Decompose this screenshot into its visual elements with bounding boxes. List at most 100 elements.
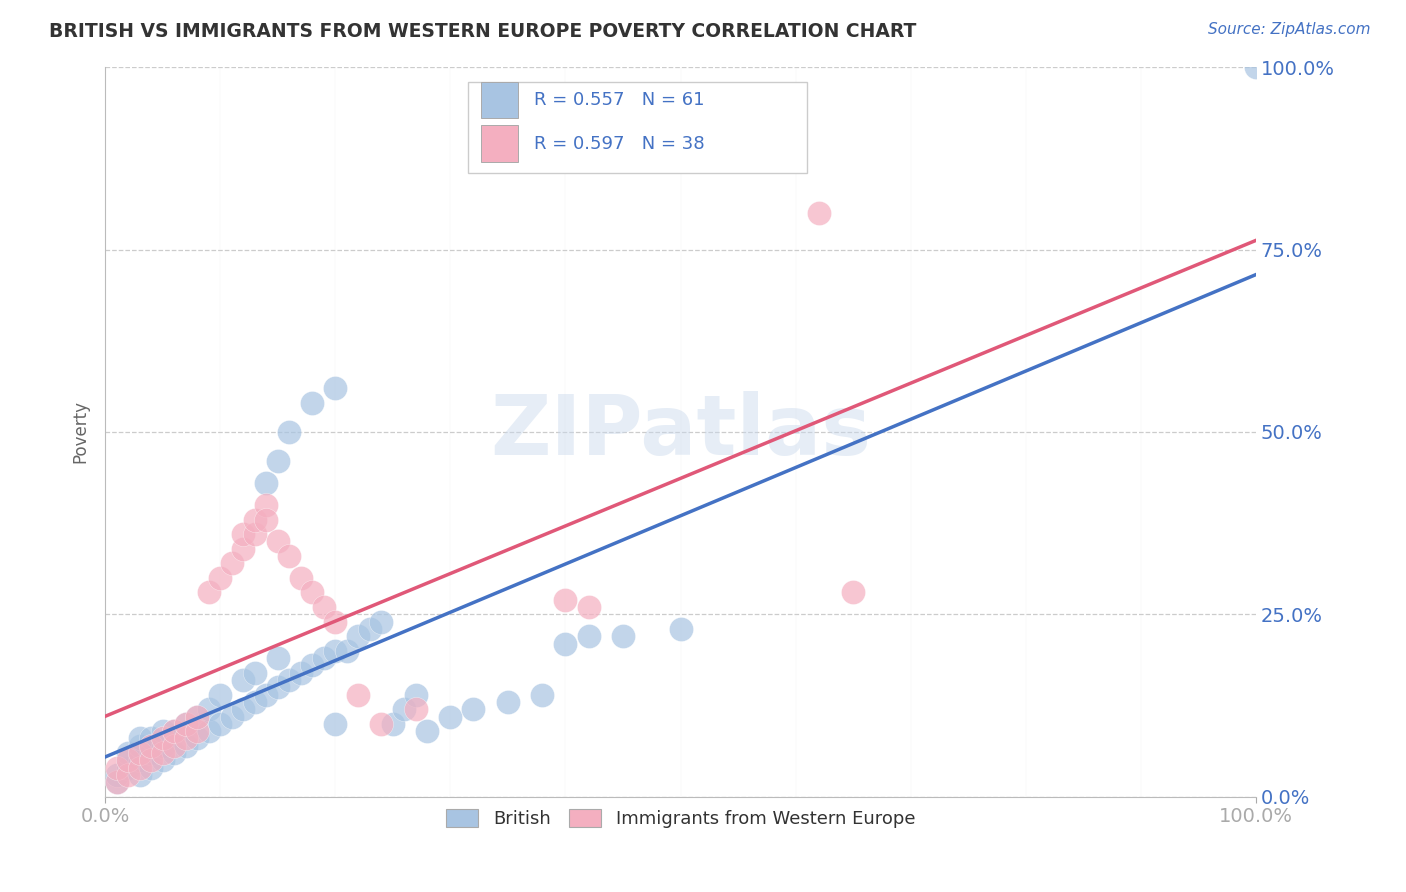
- Bar: [481, 126, 519, 162]
- Point: [117, 753, 139, 767]
- Point: [336, 644, 359, 658]
- Point: [325, 716, 347, 731]
- Point: [312, 600, 335, 615]
- Point: [301, 658, 323, 673]
- Point: [531, 688, 554, 702]
- Point: [186, 724, 208, 739]
- Point: [105, 775, 128, 789]
- Point: [186, 709, 208, 723]
- Point: [117, 761, 139, 775]
- Point: [163, 746, 186, 760]
- Point: [347, 688, 370, 702]
- Point: [254, 498, 277, 512]
- Point: [278, 549, 301, 563]
- Point: [359, 622, 381, 636]
- Point: [197, 702, 219, 716]
- Point: [267, 681, 290, 695]
- Point: [312, 651, 335, 665]
- Point: [105, 761, 128, 775]
- Point: [152, 753, 174, 767]
- Bar: [481, 82, 519, 118]
- Point: [117, 753, 139, 767]
- Point: [243, 665, 266, 680]
- Point: [267, 454, 290, 468]
- Point: [152, 746, 174, 760]
- Point: [163, 739, 186, 753]
- Point: [174, 731, 197, 746]
- Point: [370, 716, 392, 731]
- Point: [612, 629, 634, 643]
- Point: [370, 615, 392, 629]
- Point: [174, 716, 197, 731]
- Text: Source: ZipAtlas.com: Source: ZipAtlas.com: [1208, 22, 1371, 37]
- Point: [254, 476, 277, 491]
- Point: [209, 688, 232, 702]
- Point: [141, 761, 163, 775]
- Point: [405, 688, 427, 702]
- Point: [186, 709, 208, 723]
- Point: [174, 739, 197, 753]
- Point: [669, 622, 692, 636]
- Point: [325, 644, 347, 658]
- Point: [578, 600, 600, 615]
- Point: [128, 768, 150, 782]
- Point: [152, 731, 174, 746]
- Point: [578, 629, 600, 643]
- Point: [232, 541, 254, 556]
- Point: [221, 709, 243, 723]
- Point: [807, 206, 830, 220]
- Text: R = 0.557   N = 61: R = 0.557 N = 61: [534, 91, 704, 109]
- Point: [186, 731, 208, 746]
- Point: [128, 746, 150, 760]
- Point: [254, 688, 277, 702]
- Text: BRITISH VS IMMIGRANTS FROM WESTERN EUROPE POVERTY CORRELATION CHART: BRITISH VS IMMIGRANTS FROM WESTERN EUROP…: [49, 22, 917, 41]
- Point: [128, 753, 150, 767]
- Point: [278, 673, 301, 687]
- Text: R = 0.597   N = 38: R = 0.597 N = 38: [534, 135, 704, 153]
- Point: [325, 615, 347, 629]
- Point: [152, 739, 174, 753]
- Point: [347, 629, 370, 643]
- Point: [141, 746, 163, 760]
- Point: [197, 724, 219, 739]
- Point: [174, 716, 197, 731]
- Point: [243, 527, 266, 541]
- Point: [554, 592, 576, 607]
- Point: [554, 636, 576, 650]
- Point: [842, 585, 865, 599]
- Point: [381, 716, 404, 731]
- Point: [254, 512, 277, 526]
- Point: [221, 556, 243, 570]
- Point: [105, 768, 128, 782]
- Point: [325, 381, 347, 395]
- Point: [416, 724, 439, 739]
- Point: [141, 753, 163, 767]
- Point: [232, 702, 254, 716]
- Point: [163, 724, 186, 739]
- Point: [232, 527, 254, 541]
- Legend: British, Immigrants from Western Europe: British, Immigrants from Western Europe: [439, 801, 922, 835]
- Point: [463, 702, 485, 716]
- Point: [232, 673, 254, 687]
- Point: [128, 739, 150, 753]
- Point: [197, 585, 219, 599]
- Point: [152, 724, 174, 739]
- Point: [128, 731, 150, 746]
- Point: [243, 695, 266, 709]
- Point: [301, 396, 323, 410]
- Point: [278, 425, 301, 439]
- Point: [439, 709, 461, 723]
- Text: ZIPatlas: ZIPatlas: [491, 392, 872, 473]
- Point: [267, 651, 290, 665]
- Y-axis label: Poverty: Poverty: [72, 401, 89, 464]
- Point: [128, 761, 150, 775]
- Point: [267, 534, 290, 549]
- Point: [290, 571, 312, 585]
- Point: [117, 768, 139, 782]
- Point: [209, 716, 232, 731]
- Point: [394, 702, 416, 716]
- Point: [405, 702, 427, 716]
- Point: [141, 731, 163, 746]
- Point: [209, 571, 232, 585]
- Point: [105, 775, 128, 789]
